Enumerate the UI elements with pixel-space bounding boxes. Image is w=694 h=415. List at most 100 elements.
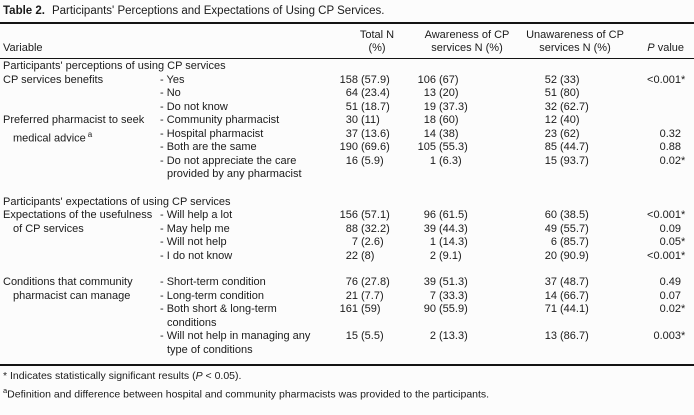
cell-aware: 18 (60) (423, 114, 459, 126)
cell-pvalue: 0.003* (653, 330, 686, 342)
cell-item: - Do not know (160, 100, 228, 113)
section-header-row: Participants' expectations of using CP s… (0, 195, 694, 210)
footnote-marker-a: a (87, 129, 93, 139)
cell-pvalue: 0.88 (659, 141, 681, 153)
cell-total: 64 (23.4) (345, 87, 390, 99)
cell-pvalue: 0.32 (659, 127, 681, 140)
cell-item: - I do not know (160, 249, 233, 262)
cell-total: 30 (11) (345, 114, 380, 126)
cell-aware: 39 (44.3) (423, 222, 468, 235)
cell-unaware: 20 (90.9) (544, 249, 589, 262)
table-row: - I do not know 22 (8) 2 (9.1) 20 (90.9) <0… (0, 250, 694, 264)
cell-variable: Preferred pharmacist to seek medical adv… (3, 114, 145, 145)
cell-item: - Yes (160, 73, 185, 86)
cell-aware: 39 (51.3) (423, 276, 468, 288)
cell-total: 51 (18.7) (345, 100, 390, 113)
section-header: Participants' expectations of using CP s… (3, 195, 231, 208)
cell-pvalue: <0.001* (647, 73, 686, 86)
column-header-spacer (160, 22, 338, 59)
cell-total: 161 (59) (339, 303, 381, 315)
cell-item: - Hospital pharmacist (160, 127, 264, 140)
cell-pvalue: 0.49 (659, 276, 681, 288)
cell-pvalue: <0.001* (647, 249, 686, 262)
footnote-definition: aDefinition and difference between hospi… (3, 385, 490, 401)
cell-total: 158 (57.9) (339, 73, 390, 86)
cell-item: - No (160, 87, 181, 99)
cell-aware: 13 (20) (423, 87, 459, 99)
table-title-text: Participants' Perceptions and Expectatio… (51, 5, 385, 17)
cell-unaware: 23 (62) (544, 127, 580, 140)
cell-unaware: 52 (33) (544, 73, 580, 86)
column-header-total: Total N (%) (338, 22, 416, 59)
cell-pvalue (632, 87, 694, 101)
spacer-row (0, 182, 694, 195)
cell-aware: 90 (55.9) (423, 303, 468, 315)
cell-aware: 2 (13.3) (429, 330, 468, 342)
cell-unaware: 12 (40) (544, 114, 580, 126)
cell-unaware: 71 (44.1) (544, 303, 589, 315)
cell-aware: 1 (14.3) (429, 236, 468, 248)
table-footnotes: * Indicates statistically significant re… (0, 366, 694, 402)
table-row: Conditions that community pharmacist can… (0, 276, 694, 302)
cell-total: 156 (57.1) (339, 209, 390, 221)
cell-unaware: 15 (93.7) (544, 154, 589, 167)
cell-variable: Expectations of the usefulness of CP ser… (3, 209, 153, 235)
table-row: - Do not know 51 (18.7) 19 (37.3) 32 (62.7) (0, 101, 694, 115)
cell-unaware: 37 (48.7) (544, 276, 589, 288)
cell-item: - Both short & long-term conditions (160, 303, 277, 329)
cell-variable: Conditions that community pharmacist can… (3, 276, 133, 302)
cell-total: 16 (5.9) (345, 154, 384, 167)
table-row: - No 64 (23.4) 13 (20) 51 (80) (0, 87, 694, 101)
cell-total: 76 (27.8) (345, 276, 390, 288)
table-row: - Do not appreciate the care provided by… (0, 155, 694, 182)
cell-pvalue: 0.07 (659, 289, 681, 302)
table-row: - Both short & long-term conditions 161(… (0, 303, 694, 330)
cell-aware: 106 (67) (417, 73, 459, 86)
cell-unaware: 14 (66.7) (544, 289, 589, 302)
table-row: Expectations of the usefulness of CP ser… (0, 209, 694, 235)
table-row: - Hospital pharmacist 37 (13.6) 14 (38) 23… (0, 128, 694, 142)
cell-item: - Long-term condition (160, 289, 264, 302)
cell-pvalue: 0.05* (659, 236, 686, 248)
cell-item: - Both are the same (160, 141, 257, 153)
footnote-significance: * Indicates statistically significant re… (3, 370, 242, 382)
cell-variable: CP services benefits (3, 73, 104, 86)
cell-pvalue: 0.09 (659, 222, 681, 235)
cell-item: - Short-term condition (160, 276, 266, 288)
cell-aware: 105 (55.3) (417, 141, 468, 153)
table-row: - May help me 88 (32.2) 39 (44.3) 49 (55.7)… (0, 223, 694, 237)
cell-aware: 1 (6.3) (429, 154, 462, 167)
cell-item: - Will not help (160, 236, 227, 248)
table-row: - Long-term condition 21 (7.7) 7 (33.3) 14… (0, 290, 694, 304)
cell-item: - Community pharmacist (160, 114, 280, 126)
column-header-awareness: Awareness of CP services N (%) (416, 22, 518, 59)
cell-unaware: 49 (55.7) (544, 222, 589, 235)
cell-pvalue: 0.02* (659, 303, 686, 315)
spacer-row (0, 263, 694, 276)
table-row: - Will not help in managing any type of … (0, 330, 694, 365)
cell-unaware: 85 (44.7) (544, 141, 589, 153)
cell-item: - Do not appreciate the care provided by… (160, 154, 302, 181)
cell-unaware: 13 (86.7) (544, 330, 589, 342)
cell-aware: 19 (37.3) (423, 100, 468, 113)
cell-unaware: 32 (62.7) (544, 100, 589, 113)
cell-aware: 14 (38) (423, 127, 459, 140)
cell-item: - Will help a lot (160, 209, 233, 221)
cell-total: 88 (32.2) (345, 222, 390, 235)
cell-pvalue (632, 114, 694, 128)
section-header-row: Participants' perceptions of using CP se… (0, 59, 694, 74)
cell-total: 15 (5.5) (345, 330, 384, 342)
cell-unaware: 51 (80) (544, 87, 580, 99)
column-header-variable: Variable (0, 22, 160, 59)
column-header-unawareness: Unawareness of CP services N (%) (518, 22, 632, 59)
table-title: Table 2. Participants' Perceptions and Ex… (0, 3, 694, 22)
table-title-label: Table 2. (3, 5, 45, 17)
table-row: CP services benefits - Yes 158 (57.9) 106… (0, 74, 694, 88)
cell-item: - Will not help in managing any type of … (160, 330, 311, 356)
table-row: - Both are the same 190 (69.6) 105 (55.3) … (0, 141, 694, 155)
cell-unaware: 6 (85.7) (550, 236, 589, 248)
cell-total: 21 (7.7) (345, 289, 384, 302)
results-table: Variable Total N (%) Awareness of CP ser… (0, 22, 694, 366)
cell-aware: 2 (9.1) (429, 249, 462, 262)
